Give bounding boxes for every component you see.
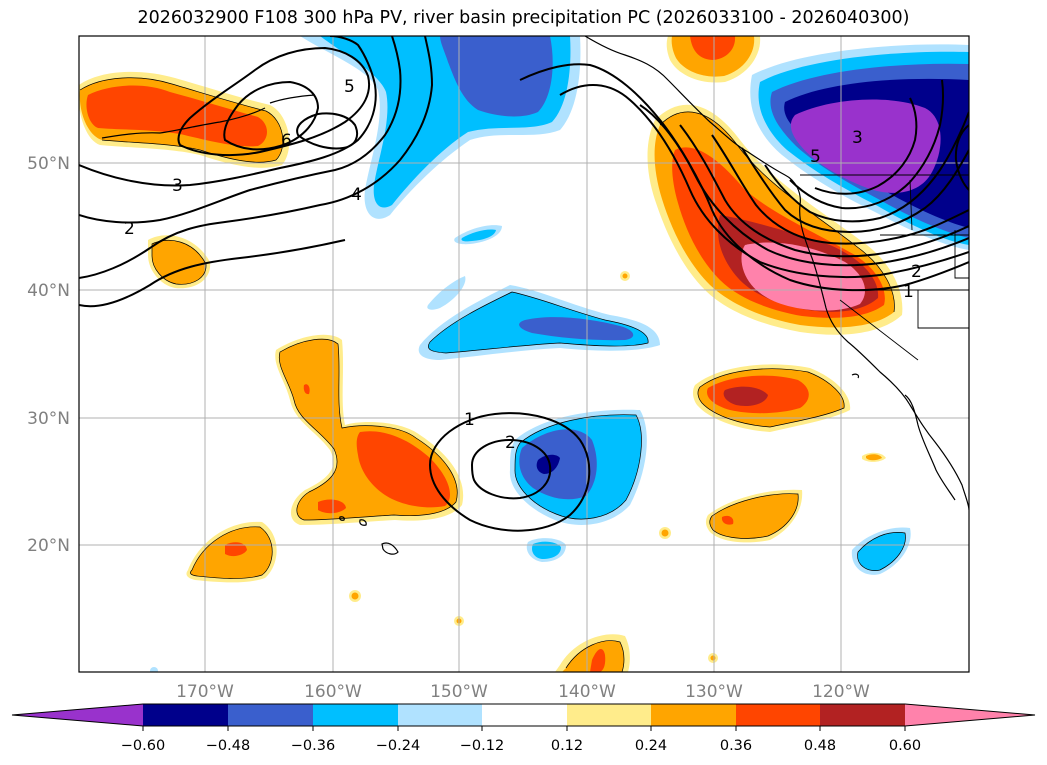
political-borders: [800, 174, 969, 361]
colorbar-swatch-1: [143, 704, 228, 726]
positive-anomaly-northwest: [79, 71, 290, 289]
lat-label-40n: 40°N: [27, 281, 70, 301]
colorbar-swatch-8: [736, 704, 820, 726]
colorbar-tick-labels: −0.60 −0.48 −0.36 −0.24 −0.12 0.12 0.24 …: [121, 738, 921, 754]
pv-contour-6-east: [741, 147, 969, 234]
pv-contour-2-east: [559, 84, 969, 279]
graticule: [79, 36, 969, 672]
contour-label-2-cutoff: 2: [505, 433, 516, 453]
map-title: 2026032900 F108 300 hPa PV, river basin …: [137, 8, 910, 28]
lon-label-120w: 120°W: [812, 682, 870, 702]
lon-label-170w: 170°W: [176, 682, 234, 702]
pv-contours: [79, 36, 969, 532]
pv-contour-3-east: [639, 104, 969, 267]
colorbar-tick-label: 0.48: [804, 738, 836, 754]
contour-label-2-west: 2: [124, 219, 135, 239]
pv-contour-1-cutoff: [428, 412, 591, 532]
contour-label-5-east: 5: [810, 147, 821, 167]
hawaii-maui: [359, 519, 367, 526]
pv-contour-2-cutoff: [470, 438, 552, 500]
lat-label-30n: 30°N: [27, 409, 70, 429]
contour-label-3-east: 3: [852, 128, 863, 148]
pv-contour-6-west: [223, 80, 320, 151]
contour-label-2-east: 2: [911, 262, 922, 282]
colorbar-ticks: [142, 726, 906, 731]
pv-contour-5-west: [177, 46, 370, 157]
lat-label-50n: 50°N: [27, 154, 70, 174]
lat-label-20n: 20°N: [27, 536, 70, 556]
pv-contour-1-east: [519, 63, 969, 292]
colorbar-min-extend: [12, 704, 143, 726]
colorbar-tick-label: 0.36: [720, 738, 752, 754]
colorbar-tick-label: 0.12: [551, 738, 583, 754]
pv-contour-4-west: [79, 36, 377, 187]
california-nevada-diagonal: [839, 299, 919, 361]
pv-contour-7-west: [296, 112, 359, 150]
colorbar: −0.60 −0.48 −0.36 −0.24 −0.12 0.12 0.24 …: [11, 703, 1036, 754]
hawaii-big-island: [381, 542, 399, 555]
colorbar-tick-label: −0.60: [121, 738, 165, 754]
colorbar-tick-label: −0.48: [206, 738, 250, 754]
washington-idaho-border: [909, 179, 913, 231]
small-anomaly-dots: [150, 271, 718, 672]
colorbar-max-extend: [905, 704, 1035, 726]
colorbar-tick-label: 0.24: [635, 738, 667, 754]
negative-anomaly-midpacific: [418, 225, 660, 360]
baja-california-coast: [904, 394, 956, 501]
idaho-border: [954, 230, 969, 279]
pv-contour-1-west: [79, 239, 346, 308]
lon-label-140w: 140°W: [558, 682, 616, 702]
pv-contour-2-west: [79, 36, 434, 279]
colorbar-swatch-3: [313, 704, 398, 726]
pv-contour-3-west: [79, 36, 402, 224]
pv-contour-9-east: [814, 97, 918, 195]
negative-anomaly-gulf-alaska: [300, 36, 581, 219]
alaska-peninsula: [269, 94, 316, 104]
lon-label-150w: 150°W: [430, 682, 488, 702]
colorbar-swatch-6: [567, 704, 651, 726]
positive-anomaly-subtropical-west: [186, 334, 464, 583]
colorbar-tick-label: −0.12: [460, 738, 504, 754]
colorbar-swatch-5: [482, 704, 567, 726]
colorbar-tick-label: −0.24: [376, 738, 420, 754]
pv-contour-5-east: [711, 134, 969, 245]
map-area: [79, 36, 969, 672]
nevada-border: [917, 290, 969, 329]
lon-label-130w: 130°W: [685, 682, 743, 702]
colorbar-swatch-7: [651, 704, 736, 726]
longitude-labels: 170°W 160°W 150°W 140°W 130°W 120°W: [176, 682, 870, 702]
pv-contour-7-east: [764, 111, 969, 223]
contour-label-1-east: 1: [903, 282, 914, 302]
colorbar-swatch-9: [820, 704, 905, 726]
negative-anomaly-subtropical: [509, 409, 911, 575]
latitude-labels: 50°N 40°N 30°N 20°N: [27, 154, 70, 556]
colorbar-tick-label: 0.60: [889, 738, 921, 754]
colorbar-tick-label: −0.36: [291, 738, 335, 754]
channel-islands: [851, 373, 860, 379]
contour-label-6-west: 6: [281, 131, 292, 151]
north-america-coast: [584, 36, 969, 511]
pv-contour-4-east: [679, 124, 969, 258]
contour-label-3-west: 3: [172, 176, 183, 196]
contour-label-5-west: 5: [344, 77, 355, 97]
pv-contour-labels: 2 3 4 5 6 1 2 3 5 2 1: [124, 77, 922, 453]
contour-label-4-west: 4: [351, 185, 362, 205]
map-frame: [78, 35, 970, 673]
aleutian-chain: [101, 107, 266, 139]
colorbar-swatch-2: [228, 704, 313, 726]
pv-contour-8-east: [789, 79, 945, 210]
positive-anomaly-subtropical-east: [555, 36, 886, 672]
colorbar-swatch-4: [398, 704, 482, 726]
contour-label-1-cutoff: 1: [464, 410, 475, 430]
pv-contour-edge-east: [954, 124, 969, 191]
lon-label-160w: 160°W: [304, 682, 362, 702]
